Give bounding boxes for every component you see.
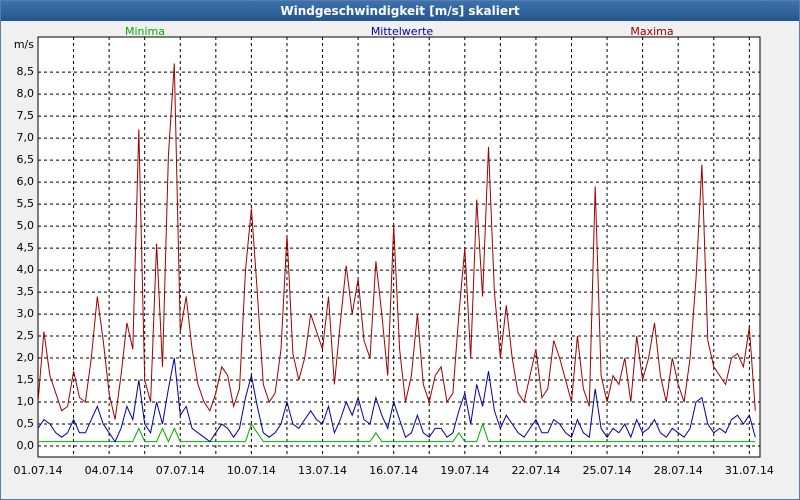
y-tick-label: 7,0 [17, 131, 35, 144]
x-tick-label: 07.07.14 [156, 464, 205, 477]
y-axis-label: m/s [14, 38, 34, 51]
y-tick-label: 6,5 [17, 153, 35, 166]
plot-area [37, 36, 761, 458]
series-line [37, 63, 756, 420]
y-tick-label: 8,5 [17, 65, 35, 78]
x-tick-label: 31.07.14 [725, 464, 774, 477]
y-tick-label: 7,5 [17, 109, 35, 122]
y-tick-label: 4,0 [17, 263, 35, 276]
y-tick-label: 2,0 [17, 351, 35, 364]
y-tick-label: 0,5 [17, 417, 35, 430]
y-tick-label: 5,0 [17, 219, 35, 232]
x-tick-label: 22.07.14 [511, 464, 560, 477]
x-tick-label: 10.07.14 [227, 464, 276, 477]
legend-label: Mittelwerte [371, 25, 434, 38]
chart: m/s 0,0 0,5 1,0 1,5 2,0 2,5 3,0 3,5 4,0 4,5 5,0 5,5… [14, 25, 774, 477]
series-line [37, 357, 756, 443]
y-tick-label: 4,5 [17, 241, 35, 254]
y-tick-label: 6,0 [17, 175, 35, 188]
x-tick-label: 28.07.14 [654, 464, 703, 477]
series-line [38, 422, 756, 443]
title-bar: Windgeschwindigkeit [m/s] skaliert [1, 1, 799, 21]
x-tick-label: 04.07.14 [85, 464, 134, 477]
y-tick-label: 3,0 [17, 307, 35, 320]
y-tick-label: 1,5 [17, 373, 35, 386]
x-tick-label: 25.07.14 [583, 464, 632, 477]
y-tick-label: 3,5 [17, 285, 35, 298]
x-tick-label: 01.07.14 [14, 464, 63, 477]
y-tick-label: 1,0 [17, 395, 35, 408]
x-tick-label: 16.07.14 [369, 464, 418, 477]
y-tick-label: 0,0 [17, 439, 35, 452]
y-tick-label: 8,0 [17, 87, 35, 100]
legend-label: Maxima [630, 25, 673, 38]
x-tick-label: 13.07.14 [298, 464, 347, 477]
legend-label: Minima [125, 25, 165, 38]
x-tick-label: 19.07.14 [440, 464, 489, 477]
y-tick-label: 2,5 [17, 329, 35, 342]
y-tick-label: 5,5 [17, 197, 35, 210]
